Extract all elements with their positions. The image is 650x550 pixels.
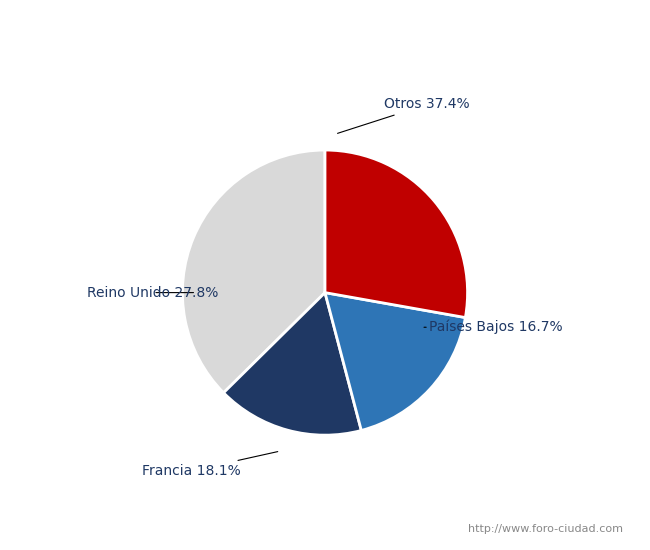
Wedge shape [325, 293, 465, 431]
Text: Reino Unido 27.8%: Reino Unido 27.8% [87, 285, 219, 300]
Text: Otros 37.4%: Otros 37.4% [337, 97, 470, 133]
Text: Países Bajos 16.7%: Países Bajos 16.7% [424, 320, 563, 334]
Text: El Gastor - Turistas extranjeros según país - Abril de 2024: El Gastor - Turistas extranjeros según p… [105, 14, 545, 31]
Wedge shape [224, 293, 361, 435]
Wedge shape [325, 150, 467, 317]
Text: Francia 18.1%: Francia 18.1% [142, 452, 278, 478]
Wedge shape [183, 150, 325, 393]
Text: http://www.foro-ciudad.com: http://www.foro-ciudad.com [468, 524, 623, 534]
